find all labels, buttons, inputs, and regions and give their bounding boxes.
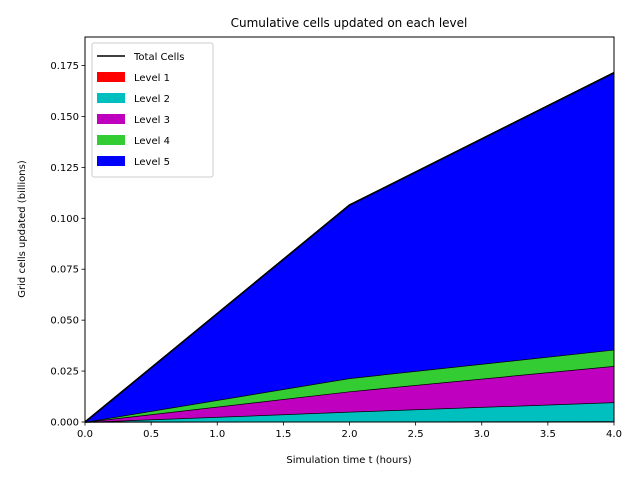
legend-swatch-level-2 [97, 93, 125, 103]
area-level-4 [85, 349, 614, 422]
y-tick-label: 0.175 [50, 61, 79, 72]
legend-label-level-3: Level 3 [134, 115, 170, 126]
area-level-5 [85, 72, 614, 423]
area-level-3 [85, 365, 614, 422]
y-tick-label: 0.100 [50, 214, 79, 225]
legend-swatch-level-5 [97, 156, 125, 166]
total-line-group [84, 71, 615, 423]
x-tick-label: 3.0 [474, 429, 490, 440]
legend-label-level-4: Level 4 [134, 136, 170, 147]
x-axis-ticks: 0.0 0.5 1.0 1.5 2.0 2.5 3.0 3.5 4.0 [77, 422, 622, 440]
y-axis-label: Grid cells updated (billions) [17, 160, 28, 298]
x-axis-label: Simulation time t (hours) [286, 455, 411, 466]
legend-label-level-5: Level 5 [134, 157, 170, 168]
x-tick-label: 1.0 [209, 429, 225, 440]
y-axis-ticks: 0.000 0.025 0.050 0.075 0.100 0.125 0.150 0.175 [50, 61, 85, 429]
legend-label-total-cells: Total Cells [133, 52, 184, 63]
total-cells-line [84, 71, 615, 423]
legend-label-level-1: Level 1 [134, 73, 170, 84]
y-tick-label: 0.050 [50, 316, 79, 327]
x-tick-label: 3.5 [540, 429, 556, 440]
legend-swatch-level-4 [97, 135, 125, 145]
legend: Total Cells Level 1 Level 2 Level 3 Level 4 L… [91, 42, 214, 178]
y-tick-label: 0.075 [50, 265, 79, 276]
legend-swatch-level-3 [97, 114, 125, 124]
x-tick-label: 1.5 [275, 429, 291, 440]
x-tick-label: 0.5 [143, 429, 159, 440]
legend-label-level-2: Level 2 [134, 94, 170, 105]
y-tick-label: 0.150 [50, 112, 79, 123]
legend-swatch-level-1 [97, 72, 125, 82]
y-tick-label: 0.025 [50, 367, 79, 378]
x-tick-label: 4.0 [606, 429, 622, 440]
x-tick-label: 2.5 [408, 429, 424, 440]
y-tick-label: 0.125 [50, 163, 79, 174]
y-tick-label: 0.000 [50, 418, 79, 429]
x-tick-label: 2.0 [342, 429, 358, 440]
x-tick-label: 0.0 [77, 429, 93, 440]
chart-title: Cumulative cells updated on each level [231, 16, 468, 30]
